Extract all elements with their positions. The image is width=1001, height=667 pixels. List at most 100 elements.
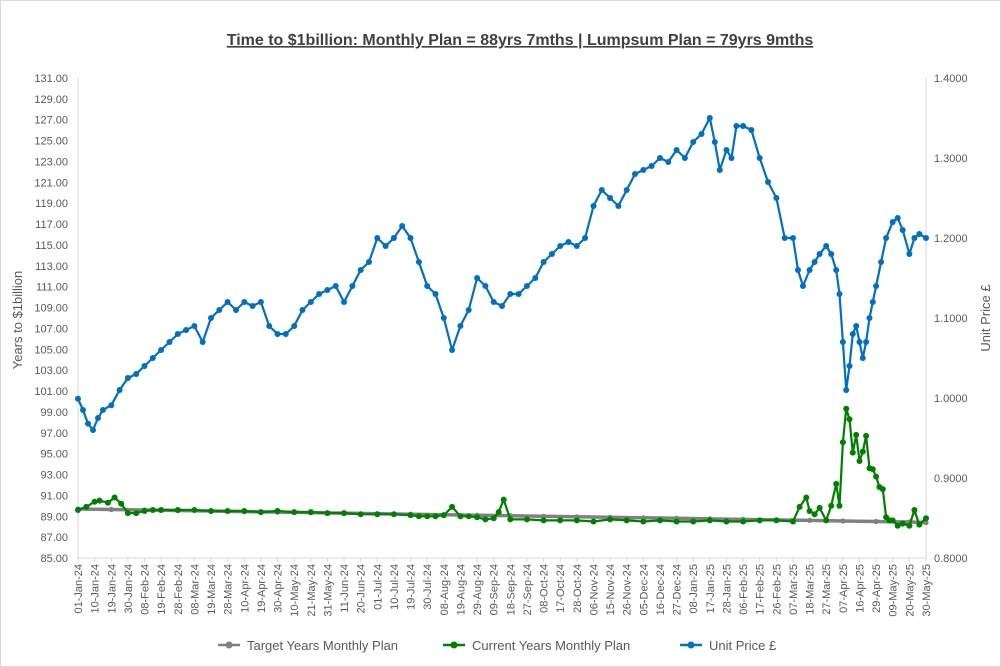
y-tick-label: 101.00 [34, 386, 68, 398]
data-point [96, 497, 103, 504]
data-point [316, 291, 323, 297]
data-point [828, 251, 835, 257]
data-point [733, 123, 740, 129]
data-point [324, 510, 331, 517]
x-tick-label: 17-Feb-25 [755, 564, 767, 615]
data-point [836, 502, 843, 509]
y2-axis-ticks: 0.8000 0.9000 1.0000 1.1000 1.2000 1.3000 1.40… [934, 73, 968, 565]
y-tick-label: 115.00 [35, 240, 68, 252]
data-point [756, 155, 763, 161]
data-point [590, 518, 597, 525]
data-point [673, 147, 680, 153]
data-point [657, 517, 663, 524]
data-point [307, 509, 314, 516]
x-tick-label: 31-May-24 [322, 564, 334, 617]
data-point [863, 432, 870, 439]
y-tick-label: 95.00 [40, 449, 68, 461]
data-point [632, 171, 638, 177]
data-point [640, 167, 647, 173]
data-point [432, 291, 439, 297]
data-point [811, 259, 818, 265]
x-tick-label: 19-Mar-24 [206, 564, 218, 615]
data-point [843, 405, 850, 412]
data-point [490, 299, 497, 305]
data-point [573, 243, 580, 249]
x-tick-label: 19-Feb-24 [156, 564, 168, 615]
data-point [773, 195, 780, 201]
data-point [690, 139, 697, 145]
data-point [853, 323, 860, 329]
x-tick-label: 06-Feb-25 [738, 564, 750, 615]
data-point [465, 513, 472, 520]
data-point [523, 516, 530, 523]
y2-tick-label: 1.3000 [934, 153, 968, 165]
x-tick-label: 06-Nov-24 [588, 564, 600, 615]
data-point [863, 339, 870, 345]
x-tick-label: 20-Jun-24 [356, 564, 368, 614]
data-point [500, 496, 507, 503]
data-point [773, 517, 780, 524]
data-point [257, 509, 264, 516]
data-point [839, 439, 846, 446]
data-point [341, 299, 347, 305]
data-point [149, 355, 156, 361]
y-tick-label: 99.00 [40, 407, 68, 419]
y2-axis-title: Unit Price £ [978, 284, 993, 352]
x-tick-label: 08-Aug-24 [439, 564, 451, 615]
data-point [104, 499, 111, 506]
data-point [899, 520, 906, 527]
legend: Target Years Monthly Plan Current Years M… [218, 638, 777, 653]
y2-tick-label: 1.0000 [934, 393, 968, 405]
data-point [357, 267, 364, 273]
legend-item: Target Years Monthly Plan [218, 638, 398, 653]
x-tick-label: 29-Aug-24 [472, 564, 484, 615]
data-point [859, 448, 866, 455]
data-point [894, 522, 901, 529]
x-tick-label: 01-Jan-24 [73, 564, 85, 614]
data-point [274, 508, 281, 514]
legend-swatch-marker [225, 641, 233, 649]
data-point [665, 159, 672, 165]
data-point [415, 513, 422, 520]
data-point [740, 518, 747, 525]
series-line [77, 407, 927, 527]
data-point [465, 307, 472, 313]
data-point [257, 299, 264, 305]
data-point [795, 267, 801, 273]
data-point [873, 473, 880, 480]
plot-area [77, 78, 927, 559]
y-tick-label: 85.00 [40, 553, 68, 565]
data-point [133, 510, 140, 517]
data-point [341, 510, 347, 517]
x-tick-label: 09-May-25 [888, 564, 900, 617]
data-point [790, 235, 796, 241]
chart-title: Time to $1billion: Monthly Plan = 88yrs … [227, 32, 814, 49]
data-point [407, 235, 414, 241]
data-point [828, 502, 835, 509]
data-point [124, 510, 131, 517]
data-point [623, 517, 630, 524]
data-point [495, 509, 502, 516]
data-point [728, 155, 735, 161]
data-point [111, 494, 118, 501]
data-point [166, 339, 173, 345]
data-point [216, 307, 223, 313]
data-point [75, 395, 81, 402]
data-point [723, 518, 730, 525]
data-point [499, 303, 505, 309]
x-tick-label: 17-Oct-24 [555, 564, 567, 613]
data-point [449, 347, 456, 353]
data-point [846, 416, 853, 423]
y-tick-label: 131.00 [34, 73, 68, 85]
x-tick-label: 19-Jul-24 [406, 564, 418, 610]
data-point [740, 123, 747, 129]
data-point [474, 275, 481, 281]
data-point [889, 219, 896, 225]
data-point [507, 291, 514, 297]
data-point [266, 323, 273, 329]
x-tick-label: 28-Oct-24 [572, 564, 584, 613]
legend-label: Target Years Monthly Plan [247, 638, 398, 653]
x-tick-label: 01-Jul-24 [372, 564, 384, 610]
